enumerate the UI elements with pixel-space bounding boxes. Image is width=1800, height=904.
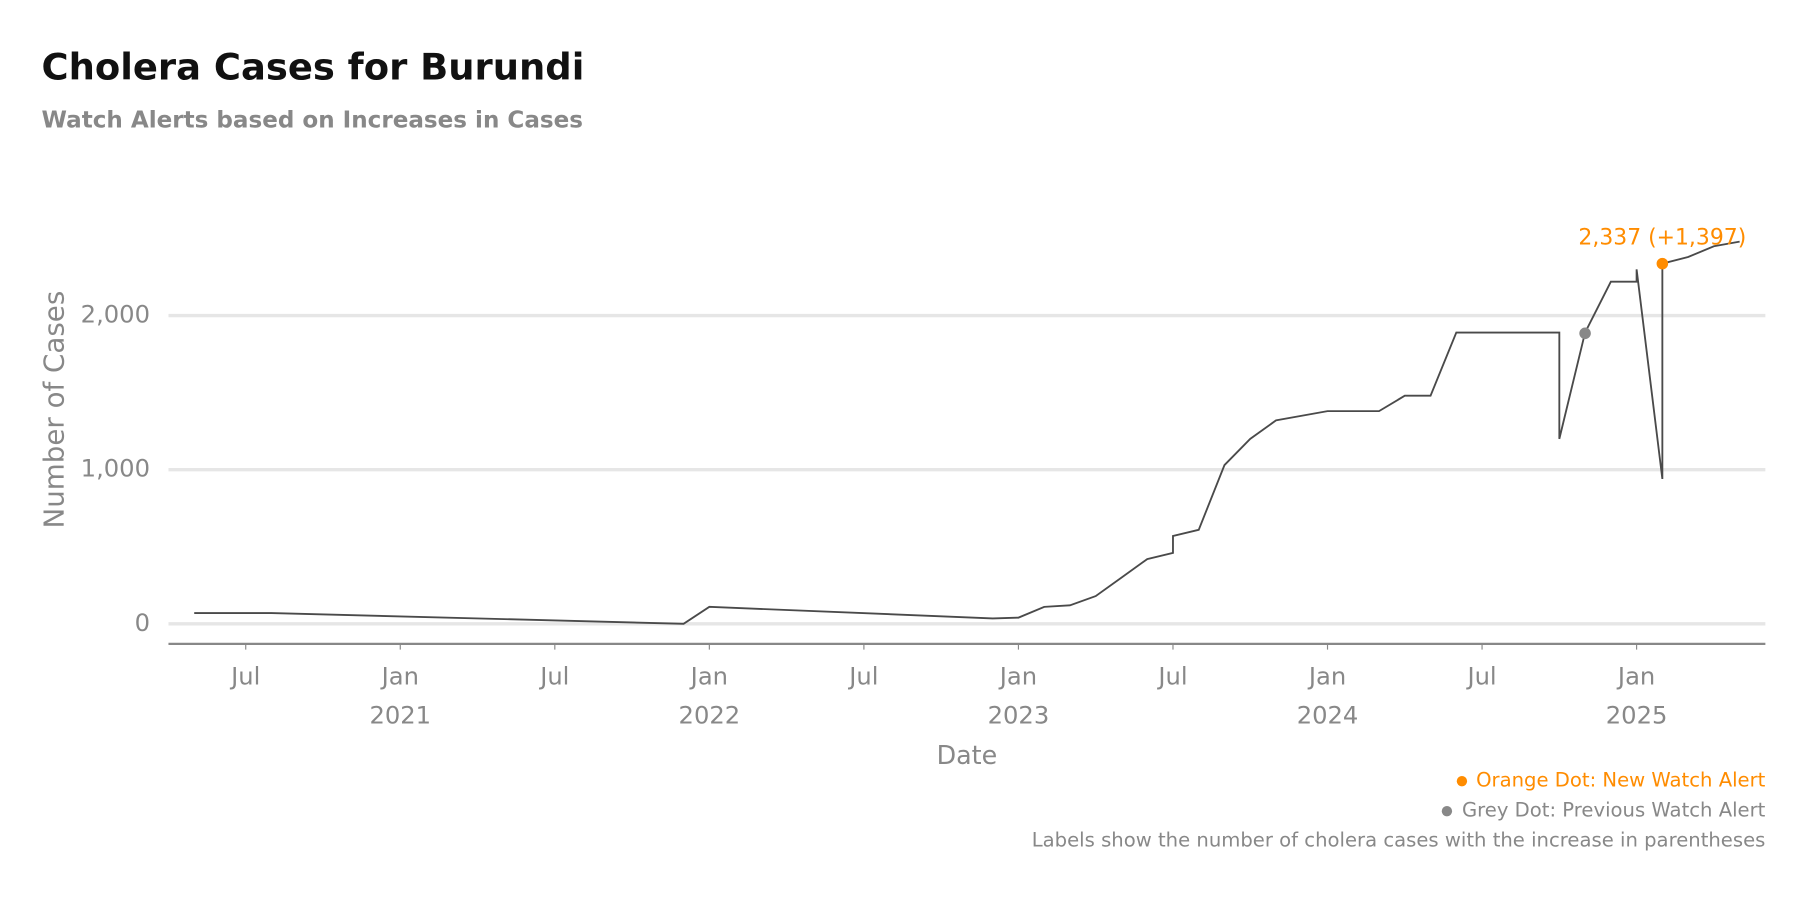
note: Orange Dot: New Watch Alert bbox=[1476, 769, 1766, 792]
x-axis-label: Date bbox=[937, 740, 998, 770]
y-tick-label: 2,000 bbox=[81, 301, 150, 329]
legend-dot bbox=[1441, 805, 1453, 817]
x-tick-year: 2022 bbox=[679, 702, 741, 730]
note: Labels show the number of cholera cases … bbox=[1032, 829, 1766, 852]
x-tick-label: Jul bbox=[538, 662, 569, 690]
y-tick-label: 0 bbox=[135, 609, 150, 637]
x-tick-label: Jan bbox=[998, 662, 1037, 690]
x-tick-label: Jul bbox=[229, 662, 260, 690]
x-tick-label: Jan bbox=[380, 662, 419, 690]
data-line bbox=[194, 240, 1740, 625]
alert-label: 2,337 (+1,397) bbox=[1578, 225, 1746, 250]
x-tick-year: 2021 bbox=[369, 702, 431, 730]
y-axis-label: Number of Cases bbox=[37, 291, 70, 529]
x-tick-label: Jul bbox=[1156, 662, 1187, 690]
x-tick-label: Jan bbox=[1616, 662, 1655, 690]
x-tick-year: 2025 bbox=[1606, 702, 1668, 730]
alert-dot bbox=[1579, 327, 1591, 340]
chart-title: Cholera Cases for Burundi bbox=[42, 46, 585, 89]
x-tick-label: Jul bbox=[1465, 662, 1496, 690]
chart-subtitle: Watch Alerts based on Increases in Cases bbox=[42, 108, 583, 134]
alert-dot bbox=[1656, 257, 1669, 270]
y-tick-label: 1,000 bbox=[81, 455, 150, 483]
note: Grey Dot: Previous Watch Alert bbox=[1462, 799, 1766, 822]
x-tick-label: Jan bbox=[689, 662, 728, 690]
x-tick-year: 2024 bbox=[1297, 702, 1359, 730]
x-tick-label: Jul bbox=[847, 662, 878, 690]
legend-dot bbox=[1456, 775, 1468, 787]
x-tick-year: 2023 bbox=[988, 702, 1050, 730]
x-tick-label: Jan bbox=[1307, 662, 1346, 690]
